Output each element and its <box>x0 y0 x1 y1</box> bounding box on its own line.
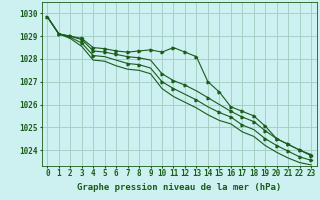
X-axis label: Graphe pression niveau de la mer (hPa): Graphe pression niveau de la mer (hPa) <box>77 183 281 192</box>
